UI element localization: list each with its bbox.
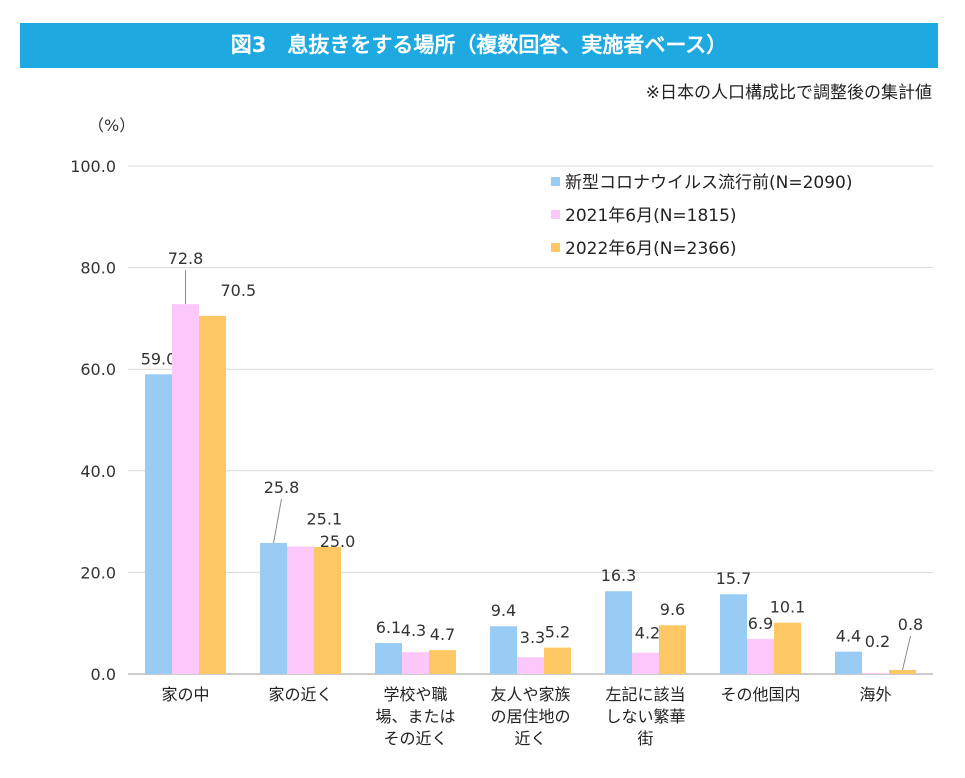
- bar: [632, 652, 659, 674]
- data-label: 6.9: [748, 614, 773, 633]
- bar: [429, 650, 456, 674]
- bar: [287, 546, 314, 674]
- data-label: 10.1: [770, 598, 806, 617]
- data-label: 4.7: [430, 625, 455, 644]
- category-label: 家の中: [161, 685, 209, 704]
- data-label: 25.1: [307, 509, 343, 528]
- data-label: 59.0: [141, 349, 177, 368]
- bar: [260, 542, 287, 674]
- category-label: 家の近く: [268, 685, 332, 704]
- bar: [605, 591, 632, 674]
- bar: [375, 643, 402, 674]
- data-label: 72.8: [168, 249, 204, 268]
- label-leader-line: [902, 635, 911, 671]
- bar: [835, 651, 862, 674]
- legend-label: 2022年6月(N=2366): [565, 239, 737, 259]
- data-label: 4.3: [401, 621, 426, 640]
- category-label: 街: [637, 729, 653, 748]
- category-label: 左記に該当: [605, 685, 685, 704]
- category-label: 友人や家族: [490, 685, 570, 704]
- y-tick-label: 80.0: [80, 259, 116, 278]
- bar: [774, 622, 801, 674]
- bar: [490, 626, 517, 674]
- data-label: 0.8: [898, 615, 923, 634]
- bar: [145, 374, 172, 674]
- data-label: 3.3: [520, 628, 545, 647]
- data-label: 4.2: [635, 624, 660, 643]
- data-label: 6.1: [376, 618, 401, 637]
- data-label: 25.0: [320, 532, 356, 551]
- legend-swatch: [551, 243, 560, 252]
- label-leader-line: [273, 498, 282, 544]
- bar: [544, 647, 571, 674]
- y-tick-label: 20.0: [80, 563, 116, 582]
- legend-label: 新型コロナウイルス流行前(N=2090): [565, 173, 853, 193]
- category-label: 学校や職: [383, 685, 447, 704]
- bar: [862, 672, 889, 674]
- y-tick-label: 40.0: [80, 462, 116, 481]
- bar: [402, 652, 429, 674]
- category-label: しない繁華: [605, 707, 685, 726]
- y-axis-unit-label: （%）: [88, 116, 135, 135]
- y-tick-label: 60.0: [80, 360, 116, 379]
- bar: [747, 638, 774, 674]
- y-tick-label: 100.0: [70, 157, 116, 176]
- y-tick-label: 0.0: [91, 665, 116, 684]
- legend-swatch: [551, 177, 560, 186]
- data-label: 15.7: [716, 569, 752, 588]
- data-label: 4.4: [836, 627, 861, 646]
- category-label: 近く: [514, 729, 546, 748]
- category-label: の居住地の: [490, 707, 570, 726]
- bar: [720, 594, 747, 674]
- bar: [314, 547, 341, 674]
- data-label: 0.2: [865, 632, 890, 651]
- bar: [659, 625, 686, 674]
- bar: [889, 669, 916, 674]
- title-bar: 図3 息抜きをする場所（複数回答、実施者ベース）: [20, 23, 938, 68]
- category-label: 場、または: [375, 707, 455, 726]
- legend-swatch: [551, 210, 560, 219]
- bar: [517, 657, 544, 674]
- data-label: 70.5: [221, 281, 257, 300]
- bar: [199, 315, 226, 674]
- data-label: 16.3: [601, 566, 637, 585]
- legend-label: 2021年6月(N=1815): [565, 206, 737, 226]
- data-label: 9.6: [660, 600, 685, 619]
- bar: [172, 304, 199, 674]
- category-label: その他国内: [720, 685, 800, 704]
- data-label: 25.8: [264, 478, 300, 497]
- category-label: 海外: [859, 685, 891, 704]
- adjustment-note: ※日本の人口構成比で調整後の集計値: [645, 83, 932, 103]
- chart-title: 図3 息抜きをする場所（複数回答、実施者ベース）: [230, 33, 728, 57]
- category-label: その近く: [383, 729, 447, 748]
- data-label: 5.2: [545, 623, 570, 642]
- data-label: 9.4: [491, 601, 516, 620]
